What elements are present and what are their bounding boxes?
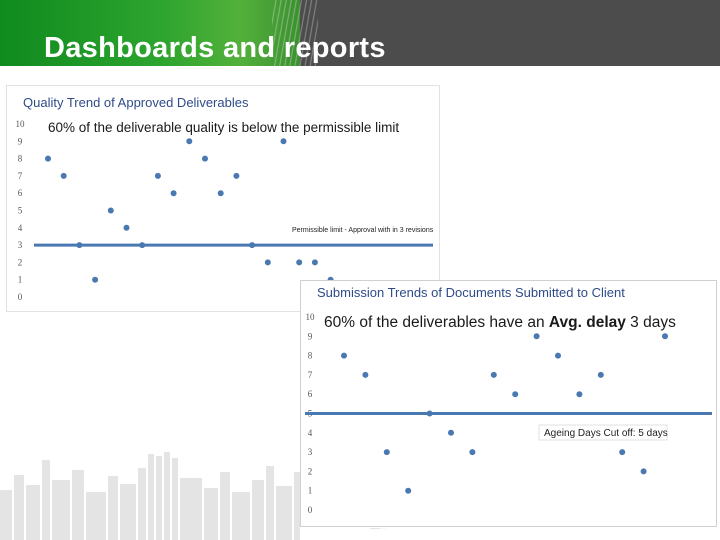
header-stripes [272,0,318,66]
chart1-data-point [123,224,130,231]
chart2-annotation-part3: 3 days [625,314,676,331]
submission-trend-plot: Submission Trends of Documents Submitted… [305,285,712,515]
chart1-y-tick-label: 2 [18,257,23,267]
chart2-data-point [619,449,626,456]
chart1-y-tick-label: 9 [18,136,23,146]
skyline-background [0,452,300,540]
chart1-y-tick-label: 10 [16,119,26,129]
chart2-data-point [490,371,497,378]
chart2-threshold-label-box [538,424,668,441]
chart1-data-point [217,190,224,197]
chart2-y-tick-label: 6 [308,389,313,399]
footer-text: —— · · [370,526,387,532]
chart2-data-point [512,391,519,398]
chart1-data-point [45,155,51,162]
chart1-y-tick-label: 1 [18,275,23,285]
chart2-data-point [640,468,647,475]
chart2-data-point [448,429,454,436]
chart1-y-tick-label: 5 [18,206,23,216]
quality-trend-plot: Quality Trend of Approved Deliverables 0… [16,95,434,302]
chart1-data-point [92,276,99,283]
chart2-data-point [405,487,412,494]
chart1-y-tick-label: 4 [18,223,23,233]
chart1-data-point [107,207,114,214]
chart1-threshold-label: Permissible limit - Approval with in 3 r… [292,227,434,234]
header-green-band [0,0,300,66]
chart2-threshold-label: Ageing Days Cut off: 5 days [544,428,668,439]
submission-trend-chart: Submission Trends of Documents Submitted… [300,280,717,527]
chart1-annotation: 60% of the deliverable quality is below … [48,120,400,135]
chart2-y-tick-label: 10 [306,312,316,322]
chart2-data-point [662,333,668,340]
quality-trend-chart: Quality Trend of Approved Deliverables 0… [6,85,440,312]
chart2-data-point [555,352,561,359]
chart1-data-point [60,172,67,179]
chart2-y-tick-label: 3 [308,447,313,457]
chart2-y-tick-label: 7 [308,370,313,380]
chart2-data-point [576,391,583,398]
chart2-y-tick-label: 0 [308,505,313,515]
chart2-annotation: 60% of the deliverables have an Avg. del… [324,313,704,332]
chart2-data-point [426,410,433,417]
chart1-data-point [76,242,83,249]
chart2-y-tick-label: 2 [308,466,313,476]
chart1-title: Quality Trend of Approved Deliverables [23,95,249,110]
chart1-y-tick-label: 0 [18,292,23,302]
chart1-data-point [264,259,271,266]
chart1-data-point [186,138,193,145]
chart2-y-tick-label: 8 [308,351,313,361]
chart1-data-point [280,138,287,145]
slide-title: Dashboards and reports [44,32,386,64]
chart2-y-tick-label: 1 [308,486,313,496]
chart1-data-point [233,172,240,179]
chart2-annotation-emphasis: Avg. delay [548,314,626,331]
slide-header [0,0,720,66]
chart1-data-point [202,155,208,162]
chart1-y-tick-label: 8 [18,154,23,164]
chart2-y-tick-label: 4 [308,428,313,438]
chart1-data-point [296,259,303,266]
chart1-y-tick-label: 7 [18,171,23,181]
chart1-data-point [154,172,161,179]
chart2-data-point [597,371,604,378]
chart2-data-point [383,449,390,456]
chart2-data-point [341,352,347,359]
chart2-annotation-part1: 60% of the deliverables have an [324,314,549,331]
chart2-title: Submission Trends of Documents Submitted… [317,285,625,300]
chart2-data-point [533,333,540,340]
chart2-data-point [469,449,476,456]
chart1-data-point [139,242,146,249]
chart1-data-point [249,242,256,249]
chart2-data-point [362,371,369,378]
chart1-data-point [170,190,177,197]
chart1-y-tick-label: 3 [18,240,23,250]
header-rule [0,66,720,68]
chart1-data-point [311,259,318,266]
chart1-y-tick-label: 6 [18,188,23,198]
chart2-y-tick-label: 9 [308,331,313,341]
